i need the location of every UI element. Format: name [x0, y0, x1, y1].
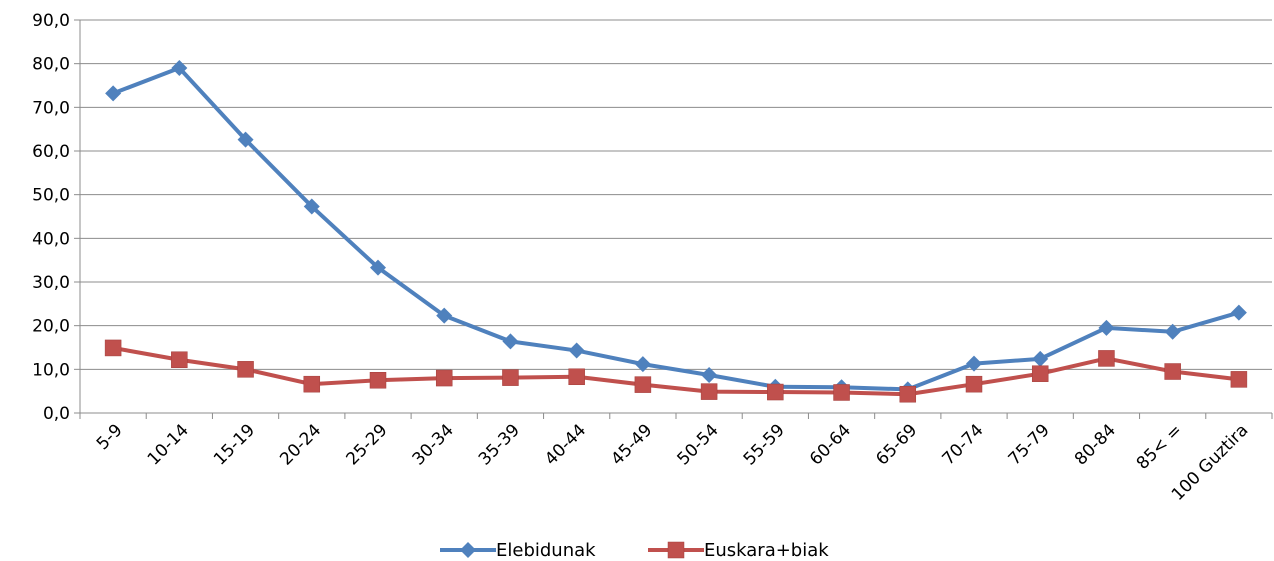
- series-line: [112, 66, 1240, 392]
- data-point-square: [899, 385, 917, 403]
- x-tick-label: 85< =: [1133, 420, 1186, 473]
- x-tick-label: 80-84: [1071, 420, 1120, 469]
- data-point-diamond: [171, 60, 188, 77]
- x-tick-label: 5-9: [93, 420, 127, 454]
- data-point-square: [303, 375, 321, 393]
- data-point-square: [700, 383, 718, 400]
- legend: Elebidunak Euskara+biak: [440, 540, 829, 561]
- data-point-diamond: [303, 198, 320, 215]
- data-point-diamond: [568, 342, 585, 359]
- x-tick-label: 50-54: [674, 420, 723, 469]
- data-point-square: [1230, 371, 1248, 388]
- data-point-square: [1031, 365, 1049, 382]
- x-tick-label: 65-69: [872, 420, 921, 469]
- data-point-square: [568, 368, 585, 386]
- data-point-diamond: [370, 259, 386, 276]
- data-point-square: [237, 361, 254, 378]
- data-point-diamond: [1098, 319, 1115, 336]
- y-tick-label: 90,0: [32, 11, 70, 31]
- series-group: [104, 60, 1248, 403]
- data-point-diamond: [460, 542, 476, 558]
- x-tick-label: 70-74: [938, 420, 987, 469]
- gridlines: [80, 19, 1272, 370]
- axes: [74, 19, 1273, 419]
- y-tick-label: 50,0: [32, 186, 70, 206]
- x-tick-label: 20-24: [276, 420, 325, 469]
- data-point-square: [767, 383, 784, 401]
- y-tick-label: 20,0: [32, 317, 70, 337]
- data-point-square: [369, 372, 387, 389]
- data-point-square: [104, 339, 122, 357]
- x-axis-ticks: 5-9 10-14 15-19 20-24 25-29 30-34 35-39 40-44 45…: [93, 420, 1253, 505]
- data-point-square: [1098, 350, 1115, 367]
- x-tick-label: 40-44: [541, 420, 590, 469]
- data-point-diamond: [1164, 323, 1181, 340]
- y-tick-label: 70,0: [32, 98, 70, 118]
- legend-label: Elebidunak: [496, 540, 596, 561]
- data-point-square: [171, 351, 188, 368]
- x-tick-label: 35-39: [475, 420, 524, 469]
- data-point-diamond: [502, 333, 519, 350]
- y-tick-label: 30,0: [32, 273, 70, 293]
- legend-label: Euskara+biak: [704, 540, 829, 561]
- y-tick-label: 0,0: [43, 404, 70, 424]
- data-point-diamond: [1230, 304, 1247, 321]
- data-point-diamond: [436, 307, 453, 324]
- data-point-square: [1164, 363, 1181, 380]
- data-point-diamond: [105, 85, 122, 102]
- data-point-diamond: [701, 367, 718, 384]
- data-point-square: [634, 376, 652, 393]
- data-point-diamond: [237, 131, 254, 148]
- series-line: [112, 345, 1240, 397]
- x-tick-label: 60-64: [806, 420, 855, 469]
- y-axis-ticks: 0,0 10,0 20,0 30,0 40,0 50,0 60,0 70,0 80,0 90,0: [32, 11, 70, 424]
- y-tick-label: 40,0: [32, 229, 70, 249]
- x-tick-label: 10-14: [144, 420, 193, 469]
- x-tick-label: 15-19: [210, 420, 259, 469]
- y-tick-label: 60,0: [32, 142, 70, 162]
- y-tick-label: 10,0: [32, 360, 70, 380]
- data-point-diamond: [966, 355, 982, 372]
- x-tick-label: 25-29: [342, 420, 391, 469]
- data-point-square: [435, 369, 453, 387]
- x-tick-label: 75-79: [1005, 420, 1054, 469]
- data-point-square: [502, 369, 519, 386]
- x-tick-label: 55-59: [740, 420, 789, 469]
- data-point-square: [965, 375, 983, 393]
- x-tick-label: 30-34: [409, 420, 458, 469]
- x-tick-label: 45-49: [607, 420, 656, 469]
- data-point-square: [833, 384, 850, 401]
- y-tick-label: 80,0: [32, 55, 70, 75]
- data-point-diamond: [634, 356, 651, 373]
- data-point-square: [667, 541, 685, 559]
- data-point-diamond: [1032, 350, 1049, 367]
